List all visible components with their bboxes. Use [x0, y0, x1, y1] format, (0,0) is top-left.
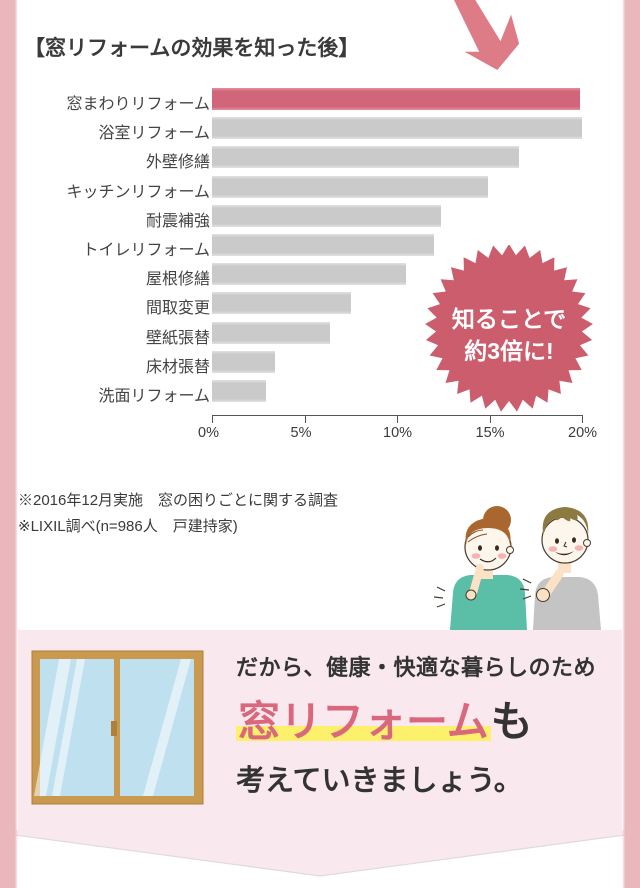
svg-text:約3倍に!: 約3倍に!	[464, 338, 553, 364]
svg-text:知ることで: 知ることで	[452, 306, 566, 332]
